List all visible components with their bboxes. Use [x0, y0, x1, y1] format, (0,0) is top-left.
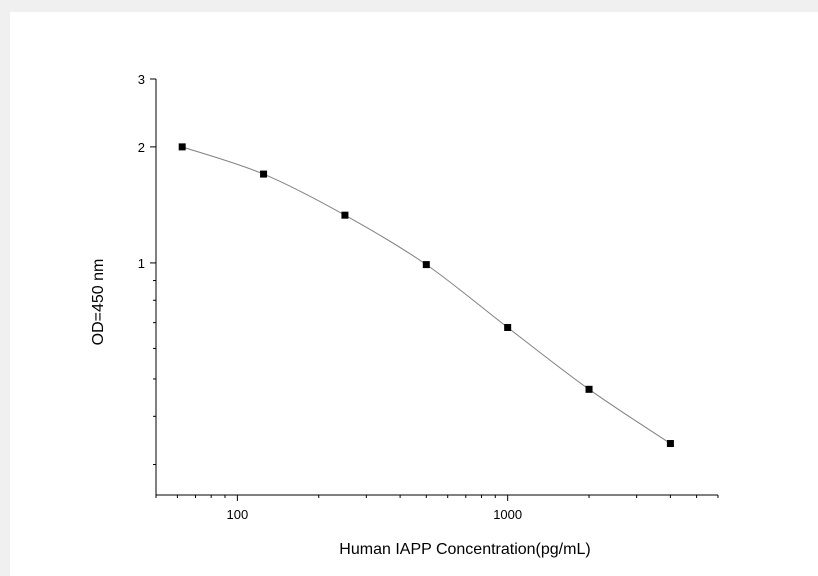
tick-labels-layer: 100 1000 1 2 3: [138, 72, 522, 522]
x-tick-label: 1000: [493, 507, 522, 522]
data-point-marker: [260, 170, 268, 178]
chart-svg: 100 1000 1 2 3 Human IAPP Concentration(pg/m…: [90, 72, 719, 558]
x-axis-title: Human IAPP Concentration(pg/mL): [339, 541, 590, 558]
y-tick-label: 1: [138, 256, 145, 271]
data-point-marker: [585, 385, 593, 393]
data-point-marker: [666, 440, 674, 448]
markers-layer: [178, 143, 674, 448]
y-tick-label: 3: [138, 72, 145, 87]
y-tick-label: 2: [138, 140, 145, 155]
x-tick-label: 100: [227, 507, 249, 522]
data-point-marker: [178, 143, 186, 151]
chart-frame: 100 1000 1 2 3 Human IAPP Concentration(pg/m…: [10, 12, 818, 576]
ticks-layer: [150, 78, 719, 501]
data-point-marker: [422, 261, 430, 269]
data-point-marker: [341, 211, 349, 219]
y-axis-title: OD=450 nm: [90, 259, 107, 346]
series-line: [182, 146, 671, 444]
data-point-marker: [504, 323, 512, 331]
